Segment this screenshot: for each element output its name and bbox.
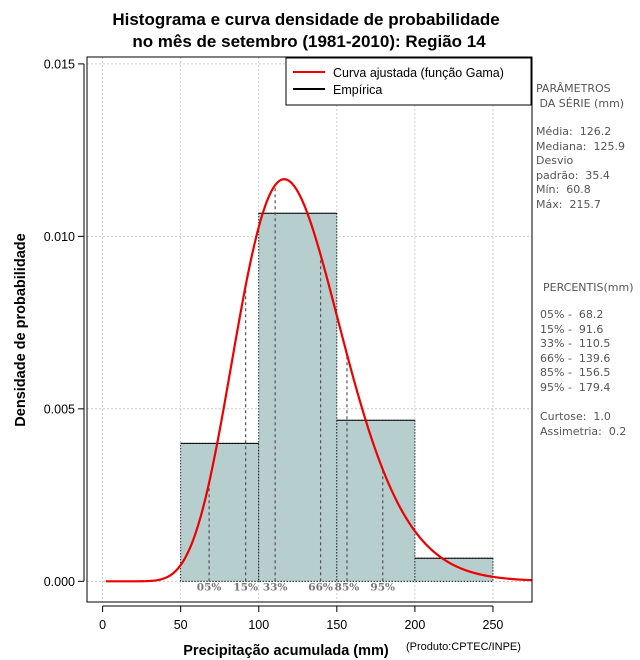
y-tick-label-3: 0.015 [44,57,75,71]
percentile-label-5: 95% [370,581,395,593]
shape-stats: Curtose: 1.0 Assimetria: 0.2 [540,410,627,438]
y-tick-label-0: 0.000 [44,575,75,589]
chart-title-line-1: Histograma e curva densidade de probabil… [112,10,499,29]
x-tick-label-1: 50 [174,618,188,632]
percentiles-title: PERCENTIS(mm) [543,281,634,294]
legend-box [285,57,532,106]
histogram-bar-3 [414,557,494,582]
percentile-label-2: 33% [263,581,288,593]
plot-frame [86,56,533,603]
params-values: Média: 126.2 Mediana: 125.9 Desvio padrã… [536,125,625,211]
percentile-label-4: 85% [335,581,360,593]
x-tick-label-2: 100 [248,618,269,632]
x-tick-label-4: 200 [404,618,425,632]
histogram-bars [180,212,494,582]
percentile-markers: 05% 15% 33% 66% 85% 95% [197,185,395,593]
credit-label: (Produto:CPTEC/INPE) [406,641,521,653]
legend: Curva ajustada (função Gama) Empírica [285,57,532,106]
y-tick-label-1: 0.005 [44,402,75,416]
percentile-label-3: 66% [308,581,333,593]
y-tick-label-2: 0.010 [44,230,75,244]
y-axis-label: Densidade de probabilidade [13,233,29,426]
percentile-label-0: 05% [197,581,222,593]
chart-title-line-2: no mês de setembro (1981-2010): Região 1… [132,32,486,51]
percentiles-values: 05% - 68.2 15% - 91.6 33% - 110.5 66% - … [540,308,611,394]
x-tick-label-5: 250 [483,618,504,632]
x-tick-label-3: 150 [326,618,347,632]
gamma-fit-curve [105,178,533,583]
params-title: PARÂMETROS DA SÉRIE (mm) [536,82,625,110]
axes: 0 50 100 150 200 250 0.000 0.005 0.010 0.015 [44,57,504,632]
x-tick-label-0: 0 [99,618,106,632]
histogram-bar-2 [336,419,416,582]
x-axis-label: Precipitação acumulada (mm) [183,643,389,659]
legend-label-curve: Curva ajustada (função Gama) [333,66,504,80]
percentile-label-1: 15% [233,581,258,593]
gamma-curve-layer [105,178,533,583]
histogram-bar-0 [180,442,260,582]
legend-label-empirical: Empírica [333,83,382,97]
